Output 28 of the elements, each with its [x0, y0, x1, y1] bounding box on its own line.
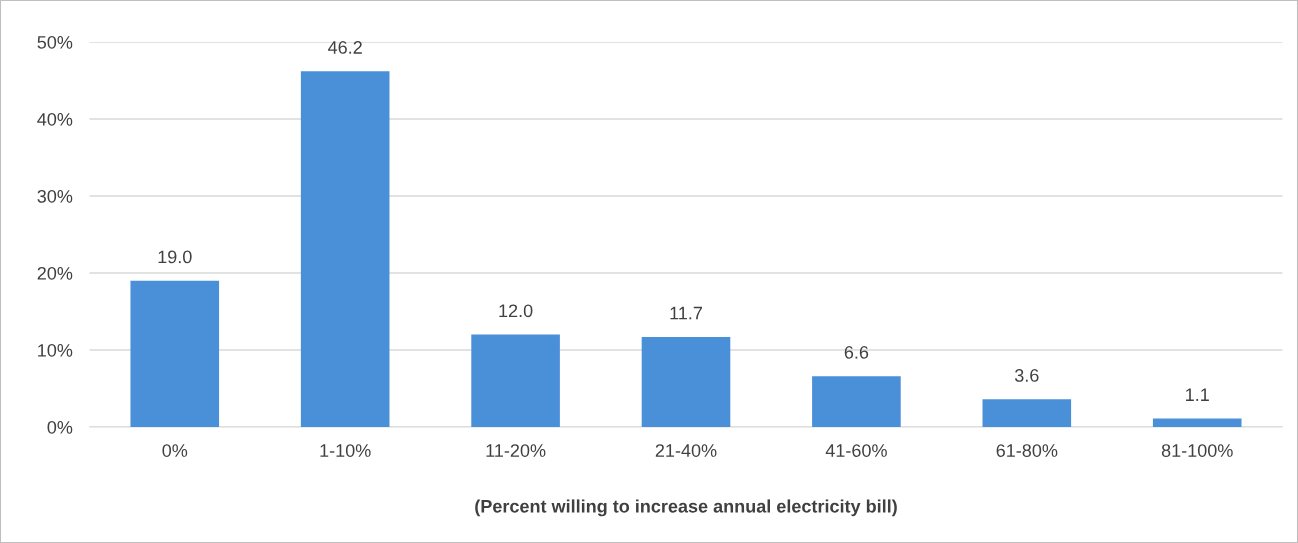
y-tick-label: 50%: [37, 35, 73, 49]
data-label: 6.6: [844, 345, 869, 359]
data-label: 1.1: [1186, 388, 1209, 401]
data-label: 46.2: [328, 41, 362, 54]
x-tick-label: 21-40%: [655, 444, 717, 457]
data-label: 19.0: [158, 250, 192, 264]
x-tick-label: 61-80%: [996, 444, 1058, 457]
x-axis-title: (Percent willing to increase annual electricity bill): [475, 499, 897, 517]
y-tick-label: 20%: [37, 266, 73, 280]
y-tick-label: 40%: [37, 112, 73, 126]
x-tick-label: 11-20%: [486, 444, 546, 457]
x-tick-label: 1-10%: [320, 444, 371, 457]
y-tick-label: 0%: [47, 420, 73, 434]
data-label: 11.7: [670, 306, 702, 320]
y-tick-label: 10%: [38, 343, 73, 357]
bar: [982, 399, 1072, 428]
bar: [641, 336, 731, 428]
bar: [471, 334, 560, 428]
x-tick-label: 41-60%: [825, 444, 887, 457]
y-tick-label: 30%: [37, 189, 73, 203]
bar: [812, 376, 901, 428]
bar: [130, 280, 220, 428]
x-tick-label: 81-100%: [1161, 444, 1233, 457]
data-label: 12.0: [499, 304, 533, 318]
data-label: 3.6: [1014, 369, 1039, 382]
bar: [1152, 418, 1242, 428]
x-tick-label: 0%: [162, 444, 188, 457]
bar: [300, 71, 390, 428]
